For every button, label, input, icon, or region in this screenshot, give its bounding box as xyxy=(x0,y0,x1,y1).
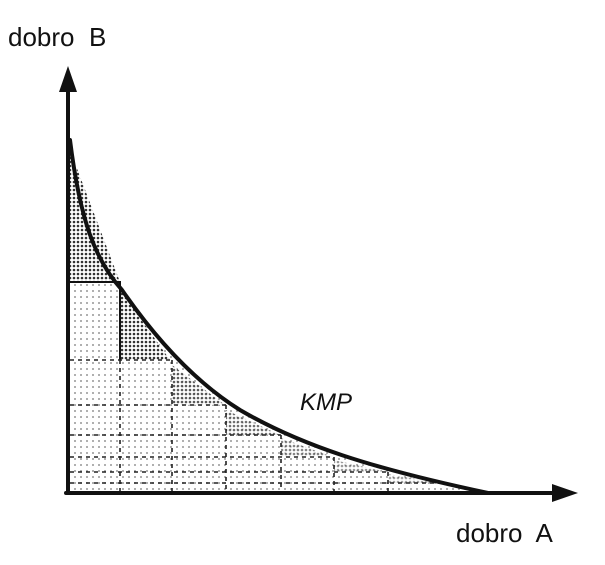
triangle-4 xyxy=(226,410,280,435)
triangle-5 xyxy=(281,438,333,457)
dashed-grid xyxy=(70,359,440,493)
kmp-curve xyxy=(68,138,490,495)
x-axis-label: dobro A xyxy=(456,518,554,548)
triangle-3 xyxy=(172,365,225,405)
axes xyxy=(64,80,564,495)
triangle-1 xyxy=(70,150,120,282)
staircase-lines xyxy=(70,281,121,360)
y-axis-label: dobro B xyxy=(8,22,106,52)
triangle-6 xyxy=(334,460,387,472)
x-axis-arrowhead xyxy=(552,484,578,502)
curve-label: KMP xyxy=(300,389,352,416)
y-axis-arrowhead xyxy=(59,66,77,92)
